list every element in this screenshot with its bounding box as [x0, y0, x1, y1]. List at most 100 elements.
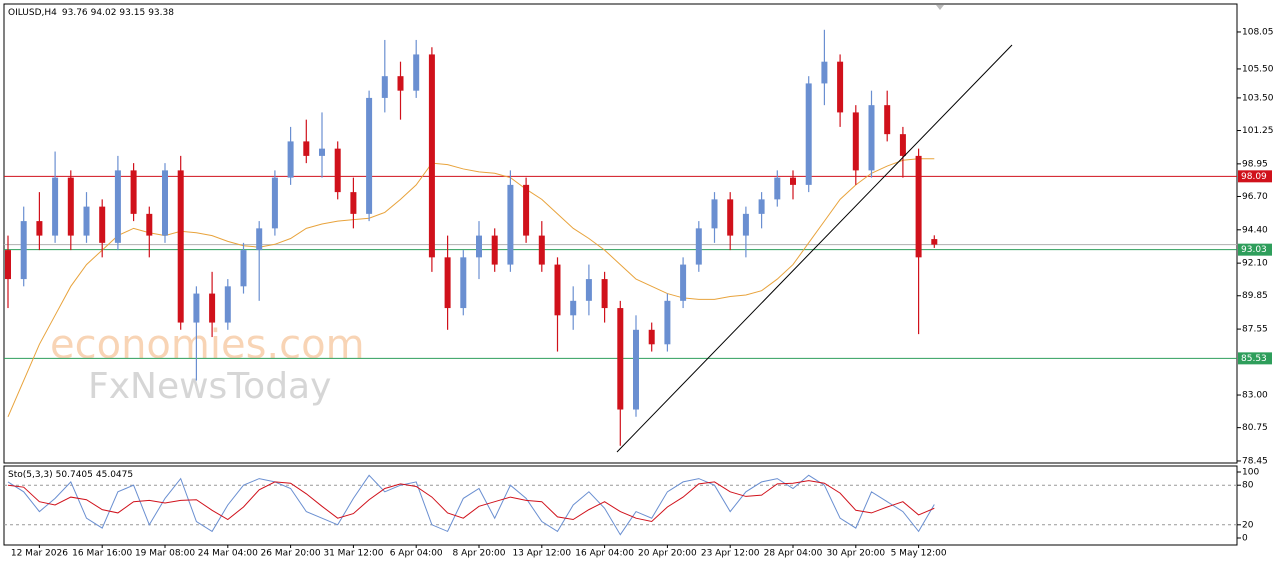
candle-body	[381, 76, 388, 98]
y-tick-label: 103.50	[1242, 93, 1274, 103]
y-tick-label: 83.00	[1242, 391, 1268, 401]
price-panel	[3, 3, 1238, 464]
x-tick-label: 6 Apr 04:00	[390, 549, 443, 559]
candle-body	[648, 329, 655, 345]
candle-body	[570, 300, 577, 316]
level-label-box	[1238, 170, 1272, 183]
candle-body	[146, 213, 153, 236]
chart-header: OILUSD,H4 93.76 94.02 93.15 93.38	[8, 8, 174, 18]
x-tick-label: 13 Apr 12:00	[512, 549, 571, 559]
open-value: 93.76	[62, 8, 88, 18]
candle-body	[193, 293, 200, 323]
candle-body	[20, 221, 27, 280]
x-tick-label: 16 Mar 16:00	[72, 549, 132, 559]
level-label: 98.09	[1241, 172, 1267, 182]
candle-body	[177, 170, 184, 323]
candle-body	[758, 199, 765, 214]
candle-body	[67, 177, 74, 236]
watermark: FxNewsToday	[88, 366, 331, 407]
stochastic-panel	[3, 465, 1238, 546]
x-tick-label: 16 Apr 04:00	[575, 549, 634, 559]
x-tick-label: 26 Mar 20:00	[261, 549, 321, 559]
y-tick-label: 80.75	[1242, 423, 1268, 433]
close-value: 93.38	[148, 8, 174, 18]
candle-body	[680, 264, 687, 301]
candle-body	[162, 170, 168, 236]
candle-body	[428, 54, 435, 258]
candle-body	[837, 61, 844, 113]
stoch-tick-label: 20	[1242, 520, 1254, 530]
candle-body	[366, 97, 373, 214]
x-tick-label: 8 Apr 20:00	[453, 549, 506, 559]
trend-line	[616, 44, 1013, 453]
candle-body	[821, 61, 828, 84]
candle-body	[491, 235, 498, 265]
y-tick-label: 98.95	[1242, 159, 1268, 169]
x-tick-label: 30 Apr 20:00	[826, 549, 885, 559]
candle-body	[601, 279, 608, 309]
y-tick-label: 101.25	[1242, 126, 1274, 136]
symbol: OILUSD,H4	[8, 8, 57, 18]
x-tick-label: 20 Apr 20:00	[638, 549, 697, 559]
stoch-tick-label: 100	[1242, 468, 1259, 478]
y-tick-label: 92.10	[1242, 259, 1268, 269]
candle-body	[476, 235, 482, 258]
candle-body	[554, 264, 561, 316]
y-tick-label: 89.85	[1242, 291, 1268, 301]
stoch-tick-label: 80	[1242, 481, 1254, 491]
candle-body	[711, 199, 718, 229]
level-label-box	[1238, 352, 1272, 365]
candle-body	[209, 293, 216, 323]
candle-body	[538, 235, 545, 265]
candle-body	[83, 206, 90, 236]
candle-body	[790, 177, 796, 185]
candle-body	[5, 250, 11, 280]
y-tick-label: 108.05	[1242, 27, 1274, 37]
x-tick-label: 28 Apr 04:00	[764, 549, 823, 559]
candle-body	[444, 257, 451, 309]
candle-body	[460, 257, 467, 309]
candle-body	[287, 141, 294, 178]
candle-body	[350, 192, 357, 214]
x-tick-label: 5 May 12:00	[891, 549, 947, 559]
level-label-box	[1238, 243, 1272, 256]
y-tick-label: 96.70	[1242, 192, 1268, 202]
y-tick-label: 78.45	[1242, 456, 1268, 466]
candle-body	[585, 279, 592, 301]
candle-body	[868, 105, 875, 171]
candle-body	[240, 250, 247, 287]
candle-body	[303, 141, 310, 156]
x-tick-label: 23 Apr 12:00	[701, 549, 760, 559]
high-value: 94.02	[91, 8, 117, 18]
candle-body	[915, 155, 922, 258]
candle-body	[774, 177, 781, 200]
y-tick-label: 94.40	[1242, 225, 1268, 235]
d-value: 45.0475	[96, 470, 133, 480]
candle-body	[99, 206, 106, 243]
candle-body	[130, 170, 137, 214]
shift-marker	[936, 5, 944, 10]
indicator-name: Sto(5,3,3)	[8, 470, 53, 480]
candle-body	[695, 228, 702, 265]
candle-body	[664, 300, 671, 345]
low-value: 93.15	[119, 8, 145, 18]
x-tick-label: 12 Mar 2026	[11, 549, 68, 559]
stoch-tick-label: 0	[1242, 534, 1248, 544]
candle-body	[271, 177, 278, 229]
k-value: 50.7405	[56, 470, 93, 480]
candle-body	[507, 184, 514, 265]
y-tick-label: 105.50	[1242, 64, 1274, 74]
candle-body	[413, 54, 420, 91]
candle-body	[114, 170, 121, 243]
candle-body	[899, 134, 906, 156]
candle-body	[805, 83, 812, 185]
candle-body	[852, 112, 859, 171]
candle-body	[727, 199, 734, 236]
x-tick-label: 24 Mar 04:00	[198, 549, 258, 559]
candle-body	[397, 76, 404, 91]
candle-body	[256, 228, 263, 251]
level-label: 85.53	[1241, 354, 1267, 364]
candle-body	[617, 308, 624, 410]
